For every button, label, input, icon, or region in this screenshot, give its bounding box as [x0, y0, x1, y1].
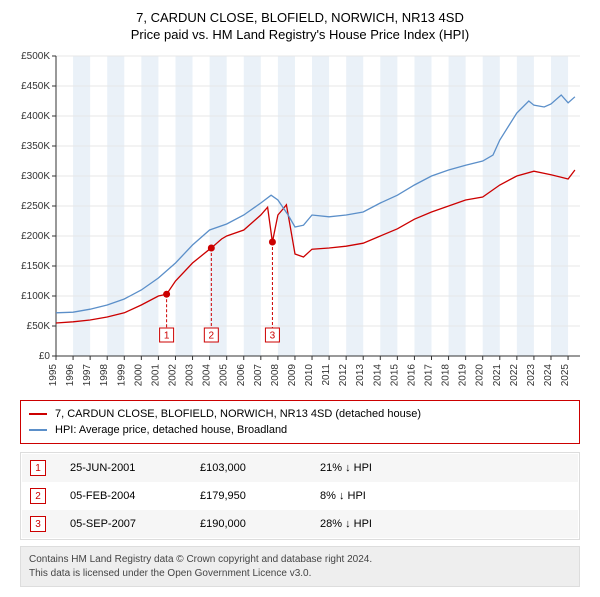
x-axis-label: 2005	[219, 364, 230, 387]
x-axis-label: 1999	[116, 364, 127, 387]
y-axis-label: £250K	[21, 201, 50, 212]
x-axis-label: 2022	[509, 364, 520, 387]
sale-marker: 2	[209, 331, 215, 342]
x-axis-label: 2016	[406, 364, 417, 387]
legend-item: 7, CARDUN CLOSE, BLOFIELD, NORWICH, NR13…	[29, 406, 571, 422]
x-axis-label: 2012	[338, 364, 349, 387]
y-axis-label: £350K	[21, 141, 50, 152]
attribution-line1: Contains HM Land Registry data © Crown c…	[29, 553, 571, 567]
x-axis-label: 2018	[441, 364, 452, 387]
legend-box: 7, CARDUN CLOSE, BLOFIELD, NORWICH, NR13…	[20, 400, 580, 444]
x-axis-label: 2021	[492, 364, 503, 387]
x-axis-label: 2015	[389, 364, 400, 387]
legend-swatch	[29, 429, 47, 431]
x-axis-label: 2017	[424, 364, 435, 387]
x-axis-label: 2024	[543, 364, 554, 387]
sale-date: 05-SEP-2007	[70, 518, 200, 530]
sale-marker-box: 3	[30, 516, 46, 532]
y-axis-label: £0	[39, 351, 51, 362]
x-axis-label: 2013	[355, 364, 366, 387]
sale-marker: 3	[270, 331, 276, 342]
legend-swatch	[29, 413, 47, 415]
sale-pct: 28% ↓ HPI	[320, 518, 570, 530]
legend-label: 7, CARDUN CLOSE, BLOFIELD, NORWICH, NR13…	[55, 408, 421, 420]
x-axis-label: 2004	[202, 364, 213, 387]
x-axis-label: 2000	[133, 364, 144, 387]
x-axis-label: 2023	[526, 364, 537, 387]
sale-pct: 21% ↓ HPI	[320, 462, 570, 474]
y-axis-label: £450K	[21, 81, 50, 92]
chart-title-line2: Price paid vs. HM Land Registry's House …	[10, 27, 590, 42]
table-row: 2 05-FEB-2004£179,9508% ↓ HPI	[22, 482, 578, 510]
x-axis-label: 2019	[458, 364, 469, 387]
sale-marker-box: 2	[30, 488, 46, 504]
attribution-line2: This data is licensed under the Open Gov…	[29, 567, 571, 581]
x-axis-label: 1996	[65, 364, 76, 387]
x-axis-label: 2014	[372, 364, 383, 387]
sale-date: 25-JUN-2001	[70, 462, 200, 474]
x-axis-label: 2001	[150, 364, 161, 387]
y-axis-label: £300K	[21, 171, 50, 182]
x-axis-label: 2020	[475, 364, 486, 387]
sale-pct: 8% ↓ HPI	[320, 490, 570, 502]
x-axis-label: 2006	[236, 364, 247, 387]
y-axis-label: £200K	[21, 231, 50, 242]
chart-title-line1: 7, CARDUN CLOSE, BLOFIELD, NORWICH, NR13…	[10, 10, 590, 25]
y-axis-label: £400K	[21, 111, 50, 122]
x-axis-label: 1995	[48, 364, 59, 387]
x-axis-label: 2009	[287, 364, 298, 387]
table-row: 1 25-JUN-2001£103,00021% ↓ HPI	[22, 454, 578, 482]
sale-price: £103,000	[200, 462, 320, 474]
x-axis-label: 2007	[253, 364, 264, 387]
sales-table: 1 25-JUN-2001£103,00021% ↓ HPI 2 05-FEB-200…	[20, 452, 580, 540]
x-axis-label: 1998	[99, 364, 110, 387]
x-axis-label: 2002	[167, 364, 178, 387]
x-axis-label: 2025	[560, 364, 571, 387]
legend-item: HPI: Average price, detached house, Broa…	[29, 422, 571, 438]
x-axis-label: 2003	[185, 364, 196, 387]
x-axis-label: 2011	[321, 364, 332, 386]
table-row: 3 05-SEP-2007£190,00028% ↓ HPI	[22, 510, 578, 538]
price-vs-hpi-chart: £0 £50K £100K £150K £200K £250K £300K £350K £400…	[10, 50, 590, 390]
sale-price: £190,000	[200, 518, 320, 530]
attribution-box: Contains HM Land Registry data © Crown c…	[20, 546, 580, 587]
y-axis-label: £100K	[21, 291, 50, 302]
chart-container: £0 £50K £100K £150K £200K £250K £300K £350K £400…	[10, 50, 590, 390]
x-axis-label: 2008	[270, 364, 281, 387]
y-axis-label: £500K	[21, 51, 50, 62]
legend-label: HPI: Average price, detached house, Broa…	[55, 424, 287, 436]
sale-marker-box: 1	[30, 460, 46, 476]
sale-price: £179,950	[200, 490, 320, 502]
y-axis-label: £50K	[27, 321, 51, 332]
x-axis-label: 2010	[304, 364, 315, 387]
x-axis-label: 1997	[82, 364, 93, 387]
y-axis-label: £150K	[21, 261, 50, 272]
sale-date: 05-FEB-2004	[70, 490, 200, 502]
sale-marker: 1	[164, 331, 170, 342]
